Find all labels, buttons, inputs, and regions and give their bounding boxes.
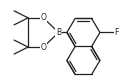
Text: F: F [114, 28, 119, 37]
Text: O: O [40, 13, 46, 22]
Text: B: B [56, 28, 61, 37]
Text: O: O [40, 43, 46, 52]
